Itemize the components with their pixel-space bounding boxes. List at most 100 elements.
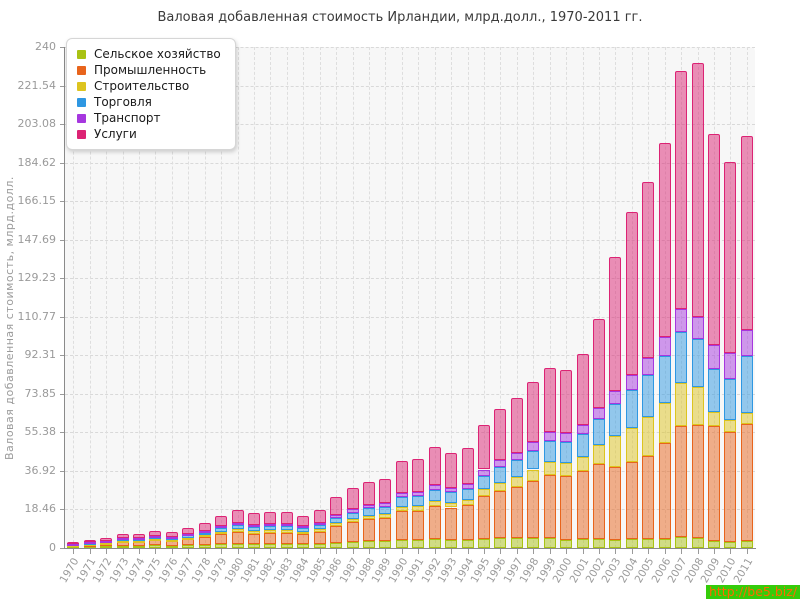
bar-segment-5 (362, 504, 375, 509)
x-tick-mark (582, 549, 584, 554)
bar-segment-3 (658, 402, 671, 444)
h-gridline (65, 355, 755, 357)
bar-segment-6 (592, 319, 605, 409)
bar-segment-3 (592, 444, 605, 464)
v-gridline (582, 47, 584, 548)
bar-segment-5 (477, 469, 490, 476)
y-tick-label: 184.62 (17, 155, 57, 169)
bar-segment-6 (198, 523, 211, 532)
bar-segment-3 (132, 541, 145, 543)
bar-segment-5 (215, 526, 228, 529)
bar-segment-4 (412, 496, 425, 507)
bar-segment-4 (642, 375, 655, 417)
bar-segment-6 (100, 537, 113, 541)
bar-segment-4 (231, 524, 244, 530)
bar-segment-4 (740, 355, 753, 413)
bar-segment-3 (247, 530, 260, 534)
bar-segment-1 (330, 542, 343, 548)
bar-segment-5 (445, 487, 458, 493)
bar-segment-1 (527, 537, 540, 548)
y-tick-mark (60, 162, 65, 164)
legend-label: Транспорт (94, 111, 161, 125)
bar-segment-2 (494, 491, 507, 538)
bar-segment-3 (477, 489, 490, 496)
y-tick-label: 129.23 (17, 271, 57, 285)
v-gridline (319, 47, 321, 548)
bar-segment-2 (560, 475, 573, 540)
bar-segment-3 (297, 531, 310, 534)
legend-swatch-icon (77, 49, 86, 59)
bar-segment-4 (330, 517, 343, 524)
x-tick-mark (500, 549, 502, 554)
bar-segment-3 (543, 461, 556, 475)
bar-segment-6 (280, 512, 293, 525)
y-tick-label: 36.92 (24, 463, 57, 477)
bar-segment-4 (543, 441, 556, 462)
v-gridline (500, 47, 502, 548)
x-tick-mark (533, 549, 535, 554)
legend-label: Торговля (94, 95, 152, 109)
legend-swatch-icon (77, 113, 86, 123)
watermark-link[interactable]: http://be5.biz/ (705, 585, 800, 599)
bar-segment-2 (346, 522, 359, 542)
bar-segment-2 (280, 532, 293, 545)
y-tick-mark (60, 239, 65, 241)
bar-segment-6 (445, 453, 458, 488)
bar-segment-6 (609, 257, 622, 391)
v-gridline (188, 47, 190, 548)
bar-segment-6 (182, 527, 195, 534)
h-gridline (65, 316, 755, 318)
bar-segment-2 (264, 532, 277, 545)
bar-segment-1 (132, 546, 145, 549)
bar-segment-1 (215, 544, 228, 548)
bar-segment-4 (264, 526, 277, 531)
bar-segment-4 (362, 508, 375, 516)
bar-segment-1 (724, 542, 737, 548)
h-gridline (65, 432, 755, 434)
y-tick-label: 55.38 (24, 425, 57, 439)
x-tick-mark (730, 549, 732, 554)
bar-segment-1 (625, 539, 638, 548)
v-gridline (566, 47, 568, 548)
bar-segment-3 (560, 462, 573, 476)
bar-segment-4 (313, 525, 326, 530)
y-tick-mark (60, 432, 65, 434)
legend-swatch-icon (77, 81, 86, 91)
bar-segment-1 (100, 546, 113, 549)
bar-segment-1 (297, 544, 310, 548)
bar-segment-2 (428, 505, 441, 540)
x-tick-mark (336, 549, 338, 554)
bar-segment-1 (346, 541, 359, 548)
bar-segment-6 (297, 515, 310, 527)
bar-segment-2 (379, 518, 392, 542)
bar-segment-6 (395, 460, 408, 493)
bar-segment-1 (707, 541, 720, 548)
bar-segment-4 (445, 492, 458, 503)
bar-segment-4 (379, 506, 392, 515)
bar-segment-3 (165, 539, 178, 542)
bar-segment-6 (362, 481, 375, 505)
bar-segment-5 (461, 484, 474, 489)
bar-segment-4 (625, 389, 638, 428)
bar-segment-1 (412, 540, 425, 548)
x-tick-mark (615, 549, 617, 554)
bar-segment-6 (231, 509, 244, 523)
x-tick-mark (681, 549, 683, 554)
legend-label: Услуги (94, 127, 137, 141)
bar-segment-2 (510, 486, 523, 538)
legend-label: Промышленность (94, 63, 207, 77)
h-gridline (65, 162, 755, 164)
v-gridline (106, 47, 108, 548)
x-tick-mark (631, 549, 633, 554)
h-gridline (65, 124, 755, 126)
bar-segment-5 (609, 390, 622, 404)
y-tick-label: 203.08 (17, 117, 57, 131)
bar-segment-1 (116, 545, 129, 548)
y-tick-mark (60, 470, 65, 472)
bar-segment-1 (379, 541, 392, 548)
h-gridline (65, 239, 755, 241)
bar-segment-1 (691, 537, 704, 548)
y-axis-line (64, 47, 65, 549)
v-gridline (451, 47, 453, 548)
